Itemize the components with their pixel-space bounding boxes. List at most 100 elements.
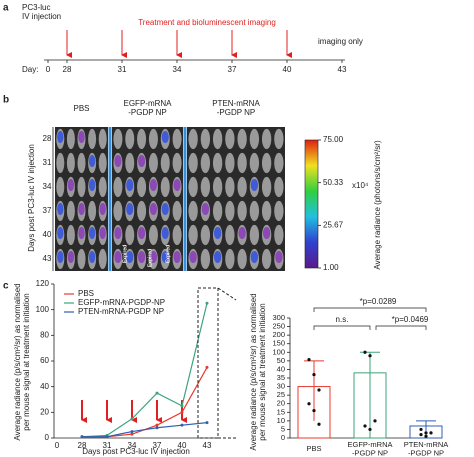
signal <box>67 251 75 263</box>
mouse <box>261 152 272 174</box>
data-point <box>429 431 433 435</box>
mouse <box>113 200 123 222</box>
mouse <box>261 176 272 198</box>
point <box>180 423 184 427</box>
signal <box>201 203 210 215</box>
signal <box>250 251 259 263</box>
y-tick-label: 80 <box>40 330 49 339</box>
row-label: 28 <box>43 134 52 143</box>
mouse <box>225 200 235 222</box>
mouse <box>113 176 123 198</box>
signal <box>57 227 64 239</box>
y-tick-label: 40 <box>277 364 285 373</box>
mouse <box>98 152 107 174</box>
signal <box>78 203 85 215</box>
point <box>180 404 184 408</box>
mouse <box>77 248 86 270</box>
mouse <box>66 152 75 174</box>
signal <box>149 179 157 191</box>
data-point <box>373 419 377 423</box>
expired-label: Expired <box>147 249 153 267</box>
signal <box>114 155 122 167</box>
y-tick-label: 100 <box>272 347 285 356</box>
mouse <box>172 128 182 150</box>
mouse <box>212 152 223 174</box>
point <box>155 423 159 427</box>
point <box>105 435 109 439</box>
mouse <box>249 224 260 246</box>
mouse <box>225 176 235 198</box>
mouse <box>77 176 86 198</box>
data-point <box>312 372 316 377</box>
mouse <box>237 248 247 270</box>
row-label: 31 <box>43 158 52 167</box>
annotation: *p=0.0289 <box>360 297 397 306</box>
x-tick-label: EGFP-mRNA -PGDP NP <box>348 440 393 457</box>
mouse <box>237 128 247 150</box>
mouse <box>98 176 107 198</box>
mouse <box>261 248 272 270</box>
mouse <box>274 224 284 246</box>
signal <box>173 251 181 263</box>
data-point <box>317 388 321 392</box>
colorbar-tick-label: 1.00 <box>323 263 339 272</box>
row-label: 34 <box>43 182 52 191</box>
signal <box>126 179 134 191</box>
mouse <box>212 200 223 222</box>
colorbar-multiplier: x10⁴ <box>352 181 369 190</box>
signal <box>173 179 181 191</box>
y-tick-label: 35 <box>277 373 285 382</box>
day-label: 0 <box>46 65 51 74</box>
point <box>130 417 134 421</box>
point <box>180 410 184 414</box>
y-tick-label: 15 <box>277 407 285 416</box>
mouse <box>188 176 198 198</box>
point <box>130 432 134 436</box>
signal <box>88 179 96 191</box>
signal <box>149 203 157 215</box>
mouse <box>274 152 284 174</box>
y-tick-label: 0 <box>281 433 285 442</box>
mouse <box>125 128 135 150</box>
data-point <box>424 434 428 438</box>
point <box>155 426 159 430</box>
mouse <box>200 224 211 246</box>
mouse <box>261 128 272 150</box>
y-tick-label: 120 <box>36 279 50 288</box>
y-tick-label: 40 <box>40 382 49 391</box>
point <box>130 430 134 434</box>
mouse <box>237 152 247 174</box>
image-panel <box>55 127 108 271</box>
row-label: 40 <box>43 230 52 239</box>
x-tick-label: PBS <box>306 444 321 453</box>
colorbar-tick-label: 75.00 <box>323 135 344 144</box>
signal <box>88 155 96 167</box>
day-label: 40 <box>283 65 292 74</box>
series-line <box>82 422 208 438</box>
signal <box>138 251 146 263</box>
y-tick-label: 25 <box>277 390 285 399</box>
y-tick-label: 20 <box>40 407 49 416</box>
signal <box>114 227 122 239</box>
x-tick-label: 28 <box>78 441 87 450</box>
data-point <box>424 431 428 435</box>
mouse <box>200 152 211 174</box>
panel-label: b <box>3 95 9 106</box>
expired-label: Expired <box>165 245 171 263</box>
mouse <box>249 200 260 222</box>
mouse <box>172 152 182 174</box>
data-point <box>317 422 321 426</box>
mouse <box>66 224 75 246</box>
mouse <box>225 152 235 174</box>
panel-label: c <box>3 281 9 292</box>
mouse <box>137 128 147 150</box>
colorbar <box>304 139 319 269</box>
annotation: *p=0.0469 <box>392 315 429 324</box>
y-tick-label: 100 <box>36 305 50 314</box>
signal <box>213 227 222 239</box>
data-point <box>363 350 367 354</box>
mouse <box>225 224 235 246</box>
mouse <box>148 128 158 150</box>
image-panel <box>187 127 285 271</box>
mouse <box>148 152 158 174</box>
